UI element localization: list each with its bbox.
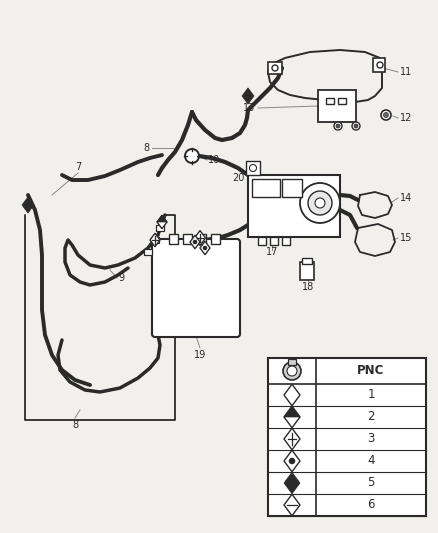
Bar	[197, 234, 206, 244]
Bar	[302, 258, 312, 264]
Bar	[268, 358, 426, 516]
Circle shape	[272, 65, 278, 71]
Circle shape	[354, 124, 358, 128]
Circle shape	[308, 191, 332, 215]
Bar	[151, 237, 159, 243]
Polygon shape	[284, 406, 300, 428]
Circle shape	[384, 112, 389, 117]
Bar	[156, 225, 164, 231]
Text: PNC: PNC	[357, 365, 385, 377]
Polygon shape	[284, 384, 300, 406]
Text: 16: 16	[213, 247, 225, 257]
Text: 10: 10	[208, 155, 220, 165]
FancyBboxPatch shape	[152, 239, 240, 337]
Bar	[288, 359, 296, 365]
Circle shape	[287, 366, 297, 376]
Polygon shape	[284, 494, 300, 516]
Polygon shape	[150, 233, 160, 247]
Bar	[246, 161, 260, 175]
Bar	[248, 175, 340, 237]
Polygon shape	[157, 215, 167, 229]
Text: 20: 20	[233, 173, 245, 183]
Bar	[282, 237, 290, 245]
Bar	[144, 249, 152, 255]
Text: 8: 8	[72, 420, 78, 430]
Bar	[183, 234, 192, 244]
Bar	[318, 90, 356, 122]
Text: 5: 5	[367, 477, 374, 489]
Text: 17: 17	[266, 247, 278, 257]
Bar	[211, 234, 220, 244]
Text: 19: 19	[194, 350, 206, 360]
Circle shape	[300, 183, 340, 223]
Circle shape	[250, 165, 257, 172]
Circle shape	[377, 62, 383, 68]
Polygon shape	[22, 197, 34, 213]
Text: 8: 8	[144, 143, 150, 153]
Circle shape	[336, 124, 340, 128]
Text: 18: 18	[302, 282, 314, 292]
Bar	[326, 98, 334, 104]
Circle shape	[352, 122, 360, 130]
Bar	[300, 262, 314, 280]
Circle shape	[290, 458, 295, 464]
Polygon shape	[194, 231, 205, 245]
Circle shape	[334, 122, 342, 130]
Circle shape	[194, 240, 197, 244]
Text: 3: 3	[367, 432, 374, 446]
Bar	[258, 237, 266, 245]
Text: 1: 1	[367, 389, 375, 401]
Text: 2: 2	[367, 410, 375, 424]
Circle shape	[203, 246, 207, 249]
Polygon shape	[284, 428, 300, 450]
Bar	[268, 62, 282, 74]
Text: 4: 4	[367, 455, 375, 467]
Text: 15: 15	[400, 233, 412, 243]
Text: 11: 11	[400, 67, 412, 77]
Text: 9: 9	[118, 273, 124, 283]
Text: 7: 7	[75, 162, 81, 172]
Bar	[282, 179, 302, 197]
Bar	[169, 234, 178, 244]
Circle shape	[185, 149, 199, 163]
Bar	[252, 179, 280, 197]
Polygon shape	[284, 450, 300, 472]
Polygon shape	[242, 88, 254, 104]
Text: 14: 14	[400, 193, 412, 203]
Polygon shape	[157, 215, 167, 222]
Text: 6: 6	[367, 498, 375, 512]
Text: 12: 12	[400, 113, 412, 123]
Polygon shape	[200, 241, 210, 255]
Bar	[338, 98, 346, 104]
Polygon shape	[190, 235, 200, 249]
Bar	[270, 237, 278, 245]
Text: 13: 13	[243, 103, 255, 113]
Polygon shape	[284, 406, 300, 417]
Bar	[373, 58, 385, 72]
Circle shape	[283, 362, 301, 380]
Polygon shape	[284, 472, 300, 494]
Circle shape	[315, 198, 325, 208]
Circle shape	[381, 110, 391, 120]
